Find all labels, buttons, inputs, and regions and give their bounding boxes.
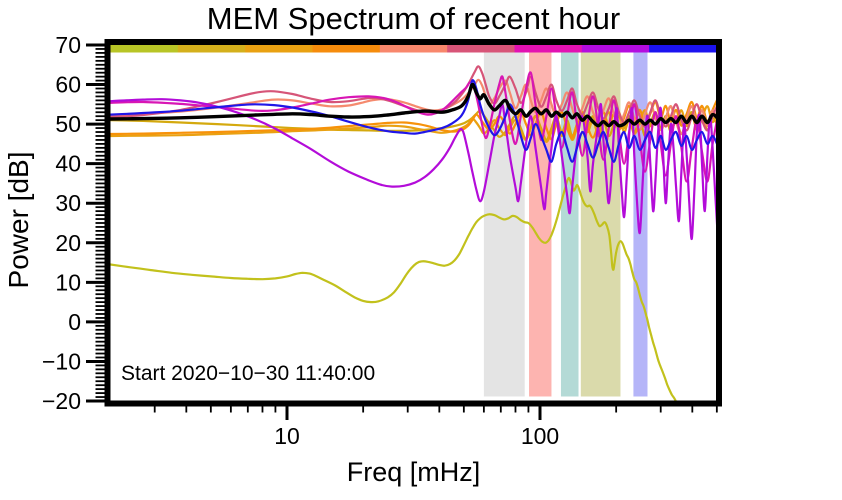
x-tick-label: 10 [274,423,300,449]
spectrum-line-purple [110,98,717,240]
y-tick-label: 70 [55,32,81,58]
colorbar-segment-5 [379,45,448,53]
x-axis-title: Freq [mHz] [346,457,481,487]
colorbar-segment-2 [177,45,246,53]
x-axis: 10 100 [153,403,718,449]
y-axis: 70 60 50 40 30 20 10 0 −10 −20 [42,32,105,414]
plot-frame [104,39,722,407]
y-tick-label: 10 [55,269,81,295]
colorbar-segment-7 [514,45,583,53]
y-tick-label: 50 [55,111,81,137]
spectrum-line-magenta [110,71,717,183]
chart-title: MEM Spectrum of recent hour [206,1,621,36]
spectrum-line-blue [110,79,717,163]
colorbar-segment-4 [312,45,381,53]
spectrum-line-olive [110,176,678,401]
colorbar-segment-6 [447,45,515,53]
colorbar-segment-9 [649,45,717,53]
colorbar-segment-1 [110,45,179,53]
y-tick-label: 40 [55,151,81,177]
y-axis-title: Power [dB] [3,151,34,289]
time-colorbar [110,45,717,53]
y-tick-label: 0 [68,309,81,335]
y-tick-label: 20 [55,230,81,256]
spectrum-line-black [110,82,717,128]
spectra [110,65,717,401]
x-tick-label: 100 [521,423,559,449]
colorbar-segment-8 [581,45,650,53]
y-tick-label: −10 [42,348,81,374]
colorbar-segment-3 [245,45,313,53]
spectrum-line-rose [110,65,717,132]
y-tick-label: −20 [42,388,81,414]
y-tick-label: 60 [55,72,81,98]
start-time-annotation: Start 2020−10−30 11:40:00 [121,362,376,385]
y-tick-label: 30 [55,190,81,216]
